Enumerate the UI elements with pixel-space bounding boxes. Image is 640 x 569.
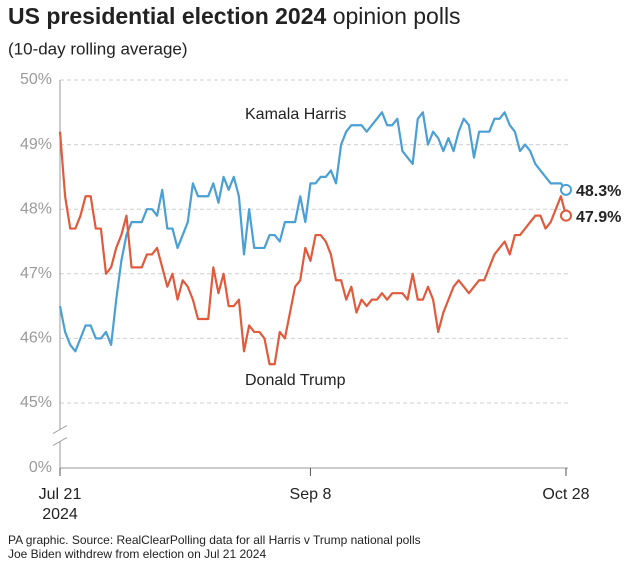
x-tick-label: Oct 28 [542,486,589,503]
note: PA graphic. Source: RealClearPolling dat… [8,533,421,547]
y-tick-label: 48% [20,200,52,217]
series-name: Kamala Harris [245,106,346,123]
chart-title: US presidential election 2024 opinion po… [8,3,461,29]
y-tick-label: 50% [20,71,52,88]
value-label: 47.9% [576,209,621,226]
y-tick-label: 47% [20,265,52,282]
y-tick-label: 0% [29,459,52,476]
y-tick-label: 49% [20,136,52,153]
series-name: Donald Trump [245,372,346,389]
y-tick-label: 45% [20,394,52,411]
chart-title-regular: opinion polls [333,3,461,29]
x-year-label: 2024 [42,506,78,523]
x-tick-label: Jul 21 [39,486,82,503]
chart-title-bold: US presidential election 2024 [8,3,327,29]
chart-subtitle: (10-day rolling average) [8,39,188,58]
axis-break [52,425,68,446]
y-tick-label: 46% [20,330,52,347]
x-tick-label: Sep 8 [290,486,332,503]
end-marker [560,209,572,222]
note: Joe Biden withdrew from election on Jul … [8,547,266,561]
value-label: 48.3% [576,183,621,200]
series-line [58,111,567,353]
end-marker [560,183,572,196]
series-line [58,131,568,366]
